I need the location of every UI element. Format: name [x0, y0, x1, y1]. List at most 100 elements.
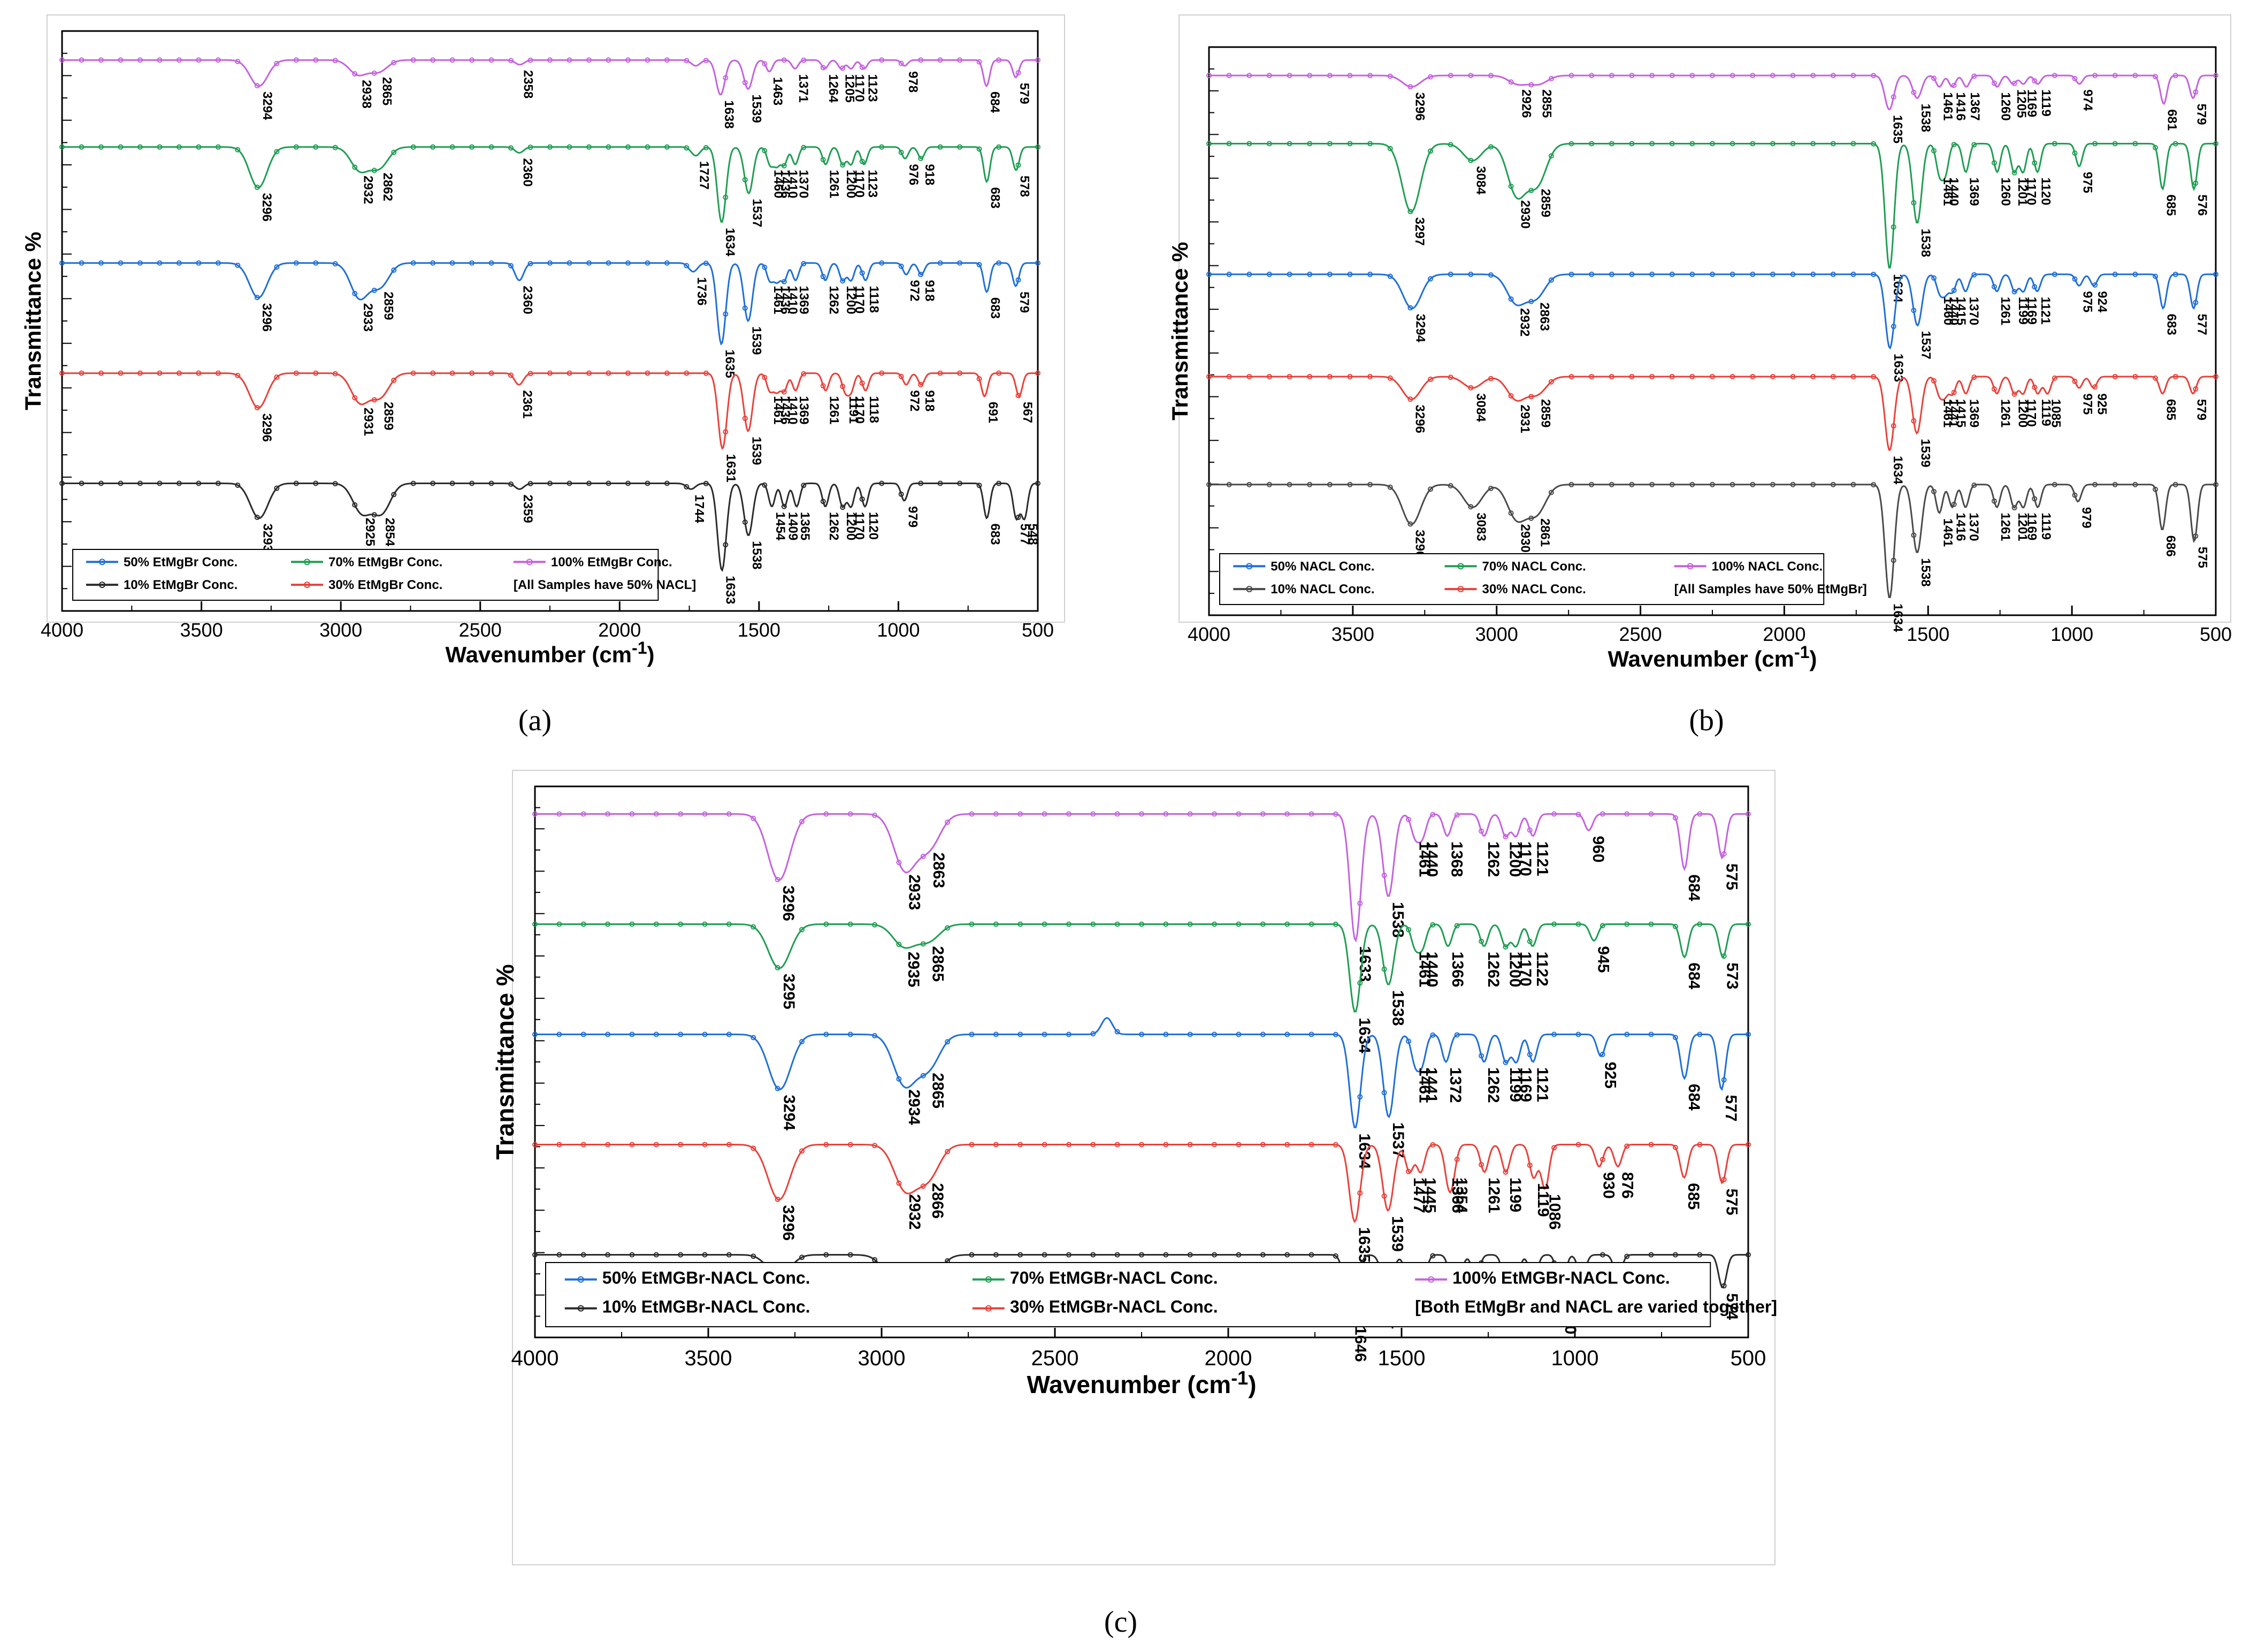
spectrum-marker: [775, 965, 780, 970]
spectrum-marker: [410, 57, 416, 63]
peak-label: 685: [1685, 1183, 1702, 1210]
spectrum-marker: [1508, 296, 1514, 302]
spectrum-marker: [2092, 282, 2098, 288]
spectrum-marker: [352, 164, 358, 170]
spectrum-marker: [118, 144, 124, 150]
spectrum-marker: [918, 156, 924, 162]
spectrum-marker: [799, 1039, 805, 1045]
spectrum-marker: [1387, 146, 1393, 151]
spectrum-marker: [1648, 1142, 1654, 1148]
spectrum-marker: [1308, 1252, 1314, 1258]
spectrum-marker: [1609, 271, 1614, 277]
spectrum-marker: [996, 480, 1002, 486]
spectrum-marker: [508, 481, 514, 487]
panel-label: (a): [518, 704, 552, 737]
peak-label: 1170: [1517, 842, 1534, 876]
spectrum-marker: [1891, 324, 1896, 330]
spectrum-marker: [1830, 73, 1836, 79]
x-axis-title: Wavenumber (cm-1): [446, 638, 655, 667]
spectrum-marker: [59, 57, 65, 63]
spectrum-marker: [1066, 921, 1072, 927]
peak-label: 972: [907, 390, 922, 411]
peak-label: 1539: [1389, 1216, 1406, 1252]
spectrum-marker: [118, 260, 124, 266]
spectrum-marker: [1648, 1031, 1654, 1037]
spectrum-marker: [1609, 73, 1614, 79]
spectrum-marker: [1206, 271, 1212, 277]
peak-label: 2931: [1518, 404, 1532, 433]
spectrum-marker: [1991, 386, 1997, 392]
spectrum-marker: [653, 811, 659, 817]
x-tick-label: 1500: [1907, 623, 1949, 645]
peak-label: 1369: [1967, 178, 1981, 206]
spectrum-marker: [410, 480, 416, 486]
spectrum-marker: [391, 267, 397, 273]
spectrum-marker: [664, 57, 670, 63]
spectrum-marker: [1710, 373, 1715, 379]
spectrum-marker: [1951, 501, 1957, 507]
spectrum-marker: [2032, 78, 2038, 84]
spectrum-marker: [1575, 1142, 1581, 1148]
peak-label: 1539: [1918, 439, 1932, 467]
spectrum-marker: [1367, 73, 1373, 79]
peak-label: 684: [1685, 875, 1703, 901]
spectrum-marker: [1206, 141, 1212, 147]
spectrum-marker: [945, 925, 951, 931]
spectrum-marker: [118, 370, 124, 376]
spectrum-marker: [2213, 271, 2218, 277]
peak-label: 1085: [2048, 399, 2063, 427]
spectrum-marker: [1163, 921, 1169, 927]
spectrum-marker: [371, 397, 377, 403]
spectrum-marker: [702, 921, 708, 927]
spectrum-marker: [653, 921, 659, 927]
spectrum-marker: [567, 260, 572, 266]
spectrum-marker: [1770, 73, 1775, 79]
spectrum-marker: [1729, 481, 1735, 487]
spectrum-marker: [1284, 1252, 1290, 1258]
peak-label: 548: [1025, 524, 1040, 545]
spectrum-marker: [820, 157, 826, 163]
x-tick-label: 1000: [877, 619, 920, 641]
spectrum-marker: [1672, 815, 1678, 821]
spectrum-marker: [1357, 980, 1363, 986]
x-tick-label: 3500: [1331, 623, 1374, 645]
spectrum-marker: [684, 370, 690, 376]
spectrum-marker: [823, 1142, 829, 1148]
legend-label: 70% EtMGBr-NACL Conc.: [1010, 1268, 1218, 1288]
spectrum-marker: [1405, 927, 1411, 932]
spectrum-marker: [1163, 1252, 1169, 1258]
spectrum-marker: [1114, 1029, 1120, 1035]
peak-label: 683: [988, 524, 1002, 545]
spectrum-marker: [1689, 141, 1695, 147]
spectrum-marker: [1871, 141, 1877, 147]
spectrum-marker: [196, 57, 202, 63]
spectrum-marker: [313, 370, 319, 376]
spectrum-marker: [313, 480, 319, 486]
spectrum-marker: [1035, 480, 1040, 486]
spectrum-marker: [1015, 70, 1021, 75]
spectrum-marker: [823, 811, 829, 817]
spectrum-marker: [1721, 1077, 1727, 1083]
spectrum-marker: [2172, 73, 2178, 79]
spectrum-marker: [781, 389, 787, 395]
spectrum-marker: [653, 1142, 659, 1148]
peak-label: 1119: [2039, 89, 2053, 117]
spectrum-line: [1209, 376, 2216, 451]
peak-label: 2854: [382, 518, 397, 547]
spectrum-marker: [703, 144, 709, 150]
spectrum-marker: [1528, 82, 1534, 88]
spectrum-marker: [1307, 73, 1313, 79]
spectrum-marker: [59, 480, 65, 486]
spectrum-marker: [1729, 73, 1735, 79]
spectrum-marker: [1697, 1252, 1703, 1258]
peak-label: 2361: [520, 390, 534, 418]
spectrum-marker: [1991, 160, 1997, 166]
peak-label: 1261: [1485, 1177, 1503, 1213]
spectrum-marker: [799, 1148, 805, 1154]
spectrum-marker: [1710, 271, 1715, 277]
spectrum-marker: [527, 480, 533, 486]
spectrum-marker: [937, 57, 943, 63]
peak-label: 975: [2080, 393, 2095, 415]
peak-label: 1365: [798, 512, 812, 540]
spectrum-marker: [508, 263, 514, 269]
